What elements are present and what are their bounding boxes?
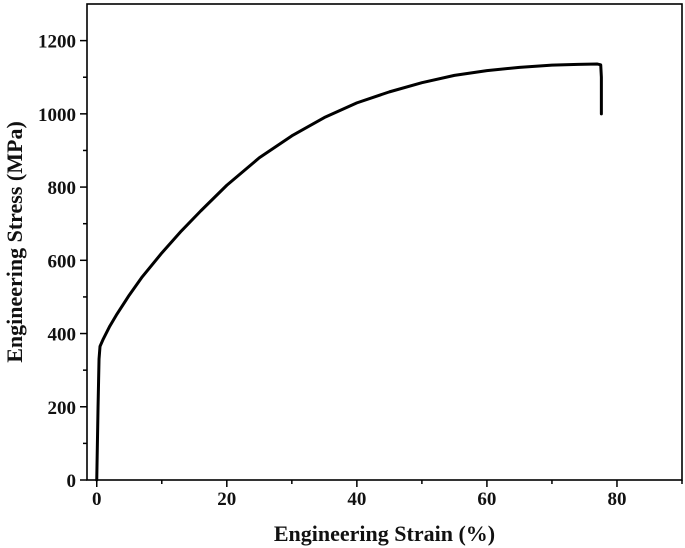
- x-tick-label: 20: [217, 489, 236, 510]
- y-tick-label: 400: [48, 325, 77, 346]
- x-axis-label: Engineering Strain (%): [274, 521, 495, 546]
- x-tick-label: 80: [607, 489, 626, 510]
- y-tick-label: 1000: [38, 105, 76, 126]
- plot-frame: [86, 3, 683, 481]
- x-tick-label: 40: [347, 489, 366, 510]
- y-tick-label: 800: [48, 178, 77, 199]
- y-tick-label: 0: [67, 471, 77, 492]
- y-tick-label: 200: [48, 398, 77, 419]
- y-tick-label: 1200: [38, 32, 76, 53]
- x-tick-label: 0: [92, 489, 102, 510]
- x-tick-label: 60: [477, 489, 496, 510]
- stress-strain-curve: [95, 62, 603, 482]
- y-tick-label: 600: [48, 251, 77, 272]
- ticks-layer: [80, 39, 683, 487]
- y-axis-label: Engineering Stress (MPa): [2, 121, 27, 363]
